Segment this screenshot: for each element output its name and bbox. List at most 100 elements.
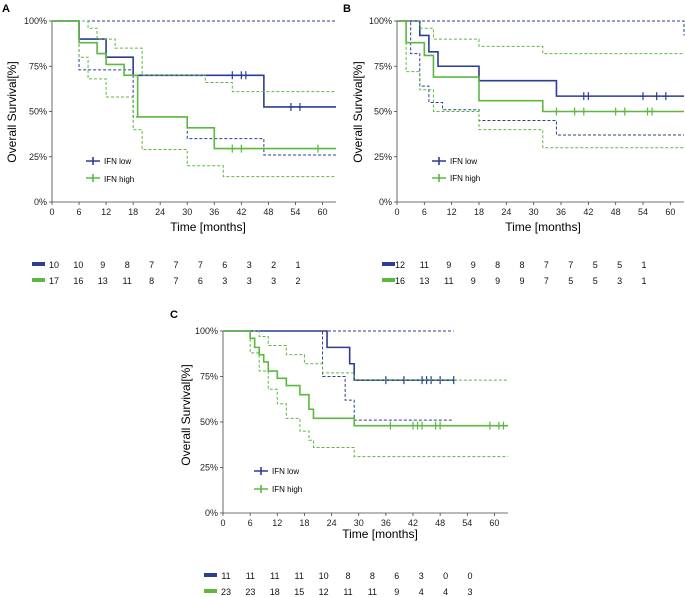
panel-label: A [2,3,10,15]
censor-mark-high [571,107,578,116]
censor-mark-low [296,102,303,111]
at-risk-count-high: 9 [394,587,399,597]
at-risk-count-high: 2 [295,276,300,286]
panel-a: A Overall Survival[%] Time [months] IFN … [2,3,336,286]
ci-lower-low [397,20,684,136]
censor-mark-low [287,102,294,111]
censor-mark-low [242,71,249,80]
x-tick-label: 18 [128,207,138,217]
x-tick-label: 60 [489,518,499,528]
at-risk-count-low: 7 [173,260,178,270]
ci-lower-high [397,20,684,149]
ci-upper-high [397,20,684,55]
at-risk-count-high: 9 [495,276,500,286]
at-risk-count-high: 13 [98,276,108,286]
ci-lower-high [223,330,508,458]
censor-mark-high [553,107,560,116]
at-risk-count-low: 8 [495,260,500,270]
x-tick-label: 24 [155,207,165,217]
survival-curve-high [52,20,336,150]
x-tick-label: 36 [556,207,566,217]
at-risk-count-low: 11 [270,571,279,581]
at-risk-count-low: 3 [419,571,424,581]
legend-marker-low [254,467,268,475]
at-risk-count-low: 0 [467,571,472,581]
at-risk-count-high: 13 [419,276,429,286]
x-tick-label: 36 [209,207,219,217]
y-tick-label: 75% [29,61,47,71]
x-tick-label: 60 [317,207,327,217]
legend-marker-low [86,157,100,165]
ci-lower-low [223,330,454,421]
at-risk-count-high: 3 [467,587,472,597]
at-risk-color-high [32,278,45,282]
legend-label-high: IFN high [450,174,480,183]
ci-lower-low [52,20,336,156]
at-risk-count-low: 10 [49,260,59,270]
x-tick-label: 48 [611,207,621,217]
panel-c: C Overall Survival[%] Time [months] IFN … [170,309,508,597]
x-tick-label: 6 [77,207,82,217]
y-tick-label: 25% [374,152,392,162]
panel-label: C [170,309,178,321]
at-risk-count-high: 4 [443,587,448,597]
y-tick-label: 75% [200,372,218,382]
censor-mark-low [229,71,236,80]
at-risk-color-low [204,573,217,577]
censor-mark-high [387,421,394,430]
at-risk-count-low: 1 [295,260,300,270]
x-tick-label: 30 [354,518,364,528]
legend-label-high: IFN high [104,175,134,184]
at-risk-count-low: 6 [222,260,227,270]
y-tick-label: 50% [29,107,47,117]
survival-curve-low [397,20,684,97]
x-tick-label: 6 [248,518,253,528]
censor-mark-high [486,421,493,430]
y-tick-label: 100% [24,16,47,26]
censor-mark-high [229,144,236,153]
at-risk-count-high: 18 [270,587,280,597]
censor-mark-low [640,92,646,101]
y-tick-label: 75% [374,61,392,71]
x-tick-label: 12 [101,207,111,217]
censor-mark-high [419,421,426,430]
at-risk-count-high: 17 [49,276,59,286]
y-tick-label: 25% [200,463,218,473]
at-risk-count-high: 3 [222,276,227,286]
x-tick-label: 18 [474,207,484,217]
at-risk-color-low [382,262,395,266]
at-risk-count-low: 9 [100,260,105,270]
y-tick-label: 100% [195,326,218,336]
at-risk-count-high: 3 [271,276,276,286]
x-tick-label: 42 [408,518,418,528]
at-risk-count-low: 3 [247,260,252,270]
censor-mark-high [437,421,444,430]
survival-curve-high [397,20,684,113]
at-risk-count-low: 2 [271,260,276,270]
x-tick-label: 54 [462,518,472,528]
at-risk-count-high: 7 [173,276,178,286]
at-risk-color-high [382,278,395,282]
at-risk-count-low: 7 [198,260,203,270]
at-risk-count-low: 9 [446,260,451,270]
censor-mark-high [621,107,628,116]
ci-upper-high [223,330,508,381]
at-risk-count-high: 16 [395,276,405,286]
at-risk-count-high: 15 [294,587,304,597]
legend-label-low: IFN low [450,157,477,166]
y-axis-label: Overall Survival[%] [179,364,193,465]
legend-marker-high [254,485,268,493]
x-tick-label: 0 [394,207,399,217]
survival-curve-low [52,20,336,108]
censor-mark-high [612,107,619,116]
x-axis-label: Time [months] [342,527,418,541]
x-tick-label: 18 [299,518,309,528]
at-risk-count-low: 9 [471,260,476,270]
at-risk-count-high: 6 [198,276,203,286]
survival-curve-high [223,330,508,427]
at-risk-count-low: 1 [641,260,646,270]
legend-label-high: IFN high [272,485,302,494]
